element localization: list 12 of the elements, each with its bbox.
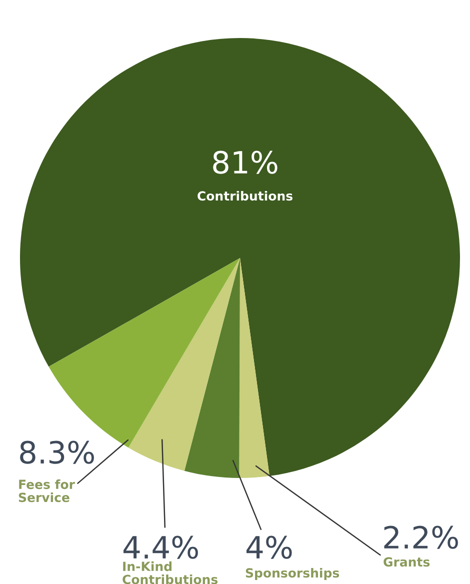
pie-slice (184, 258, 240, 478)
data-label: 4.4% (123, 536, 198, 559)
data-label: 8.3% (20, 440, 94, 464)
pie-slice (20, 38, 460, 476)
data-label: 81% (213, 150, 278, 174)
slice-label: Sponsorships (246, 568, 340, 580)
slice-label: In-Kind Contributions (122, 561, 218, 584)
data-label: 4% (246, 536, 292, 559)
data-label: 2.2% (384, 526, 458, 549)
slice-label: Contributions (198, 190, 292, 201)
slice-label: Grants (384, 557, 430, 567)
slice-label: Fees for Service (18, 479, 75, 502)
